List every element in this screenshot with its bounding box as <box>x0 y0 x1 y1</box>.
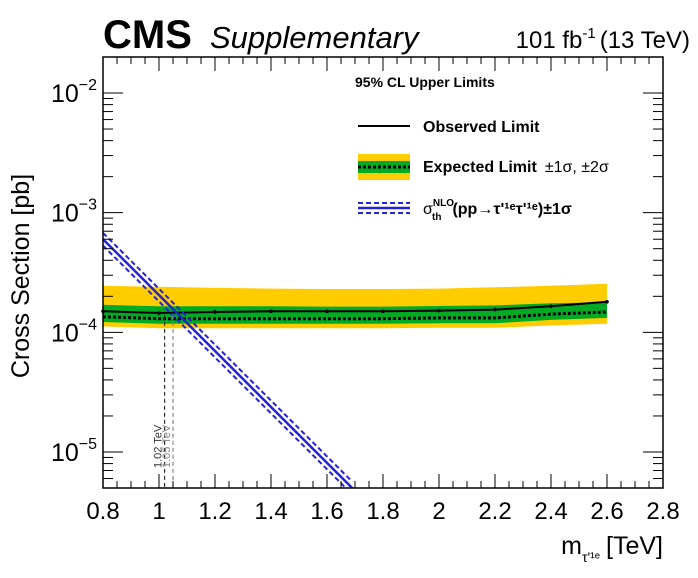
legend-theory-sup: NLO <box>433 198 454 209</box>
uncertainty-bands <box>103 283 607 329</box>
y-tick-base: 10 <box>51 439 79 467</box>
legend-theory-process: (pp→τ'¹ᵉτ'¹ᵉ)±1σ <box>452 201 571 218</box>
y-tick-base: 10 <box>51 319 79 347</box>
observed-point <box>437 308 441 313</box>
expected-limit-line <box>102 310 608 321</box>
exclusion-label: 1.05 TeV <box>161 424 173 468</box>
x-tick-label: 2.2 <box>478 498 511 525</box>
x-axis-title-sub: τ'¹ᵉ <box>582 549 600 565</box>
x-tick-label: 1.6 <box>310 498 343 525</box>
legend-theory-sub: th <box>432 212 441 223</box>
observed-point <box>157 311 161 315</box>
energy-label: (13 TeV) <box>600 27 690 54</box>
axes: 0.8 1 1.2 1.4 1.6 1.8 2 2.2 2.4 2.6 2.810−510−410−… <box>51 56 680 525</box>
observed-point <box>549 304 553 309</box>
x-axis-title: mτ'¹ᵉ [TeV] <box>561 532 663 565</box>
x-tick-label: 1.8 <box>366 498 399 525</box>
y-tick-label: 10−2 <box>51 77 97 108</box>
legend-observed-label: Observed Limit <box>423 119 540 136</box>
y-tick-label: 10−3 <box>51 197 97 228</box>
legend-theory-label: σNLO th (pp→τ'¹ᵉτ'¹ᵉ)±1σ <box>423 198 572 223</box>
y-tick-exponent: −5 <box>79 436 97 453</box>
y-tick-label: 10−5 <box>51 436 97 467</box>
legend-title: 95% CL Upper Limits <box>355 74 495 90</box>
x-axis-title-main: m <box>561 532 582 560</box>
observed-point <box>605 299 609 304</box>
observed-point <box>269 309 273 314</box>
x-tick-label: 2.4 <box>534 498 567 525</box>
x-tick-label: 2.8 <box>646 498 679 525</box>
legend-expected-label: Expected Limit ±1σ, ±2σ <box>423 159 609 176</box>
x-tick-label: 0.8 <box>86 498 119 525</box>
theory-curve <box>103 238 354 488</box>
observed-point <box>213 310 217 314</box>
x-tick-label: 1.2 <box>198 498 231 525</box>
x-tick-label: 1.4 <box>254 498 287 525</box>
x-tick-label: 2 <box>432 498 445 525</box>
lumi-unit-exponent: -1 <box>582 25 595 42</box>
theory-curve-down <box>103 244 348 488</box>
observed-point <box>493 307 497 312</box>
x-tick-label: 2.6 <box>590 498 623 525</box>
x-tick-label: 1 <box>152 498 165 525</box>
legend-expected-text: Expected Limit <box>423 159 537 176</box>
y-tick-label: 10−4 <box>51 316 97 347</box>
lumi-label: 101 fb-1 (13 TeV) <box>516 25 690 54</box>
observed-point <box>381 309 385 314</box>
plot-frame <box>102 56 664 489</box>
cms-label: CMS <box>103 13 192 57</box>
theory-curves <box>103 232 354 488</box>
y-axis-title: Cross Section [pb] <box>7 174 35 378</box>
observed-limit-line <box>102 300 608 315</box>
legend-expected-bands: ±1σ, ±2σ <box>545 159 609 176</box>
y-tick-base: 10 <box>51 200 79 228</box>
x-axis-title-unit: [TeV] <box>606 532 663 560</box>
y-tick-exponent: −3 <box>79 197 97 214</box>
lumi-value: 101 fb <box>516 27 583 54</box>
legend-theory-sigma: σ <box>423 201 433 218</box>
y-tick-base: 10 <box>51 80 79 108</box>
legend: 95% CL Upper Limits Observed Limit Expec… <box>355 74 609 223</box>
exclusion-label: 1.02 TeV <box>153 424 165 468</box>
observed-point <box>325 309 329 314</box>
theory-curve-up <box>103 232 353 483</box>
supplementary-label: Supplementary <box>210 20 421 55</box>
y-tick-exponent: −2 <box>79 77 97 94</box>
y-tick-exponent: −4 <box>79 316 97 333</box>
